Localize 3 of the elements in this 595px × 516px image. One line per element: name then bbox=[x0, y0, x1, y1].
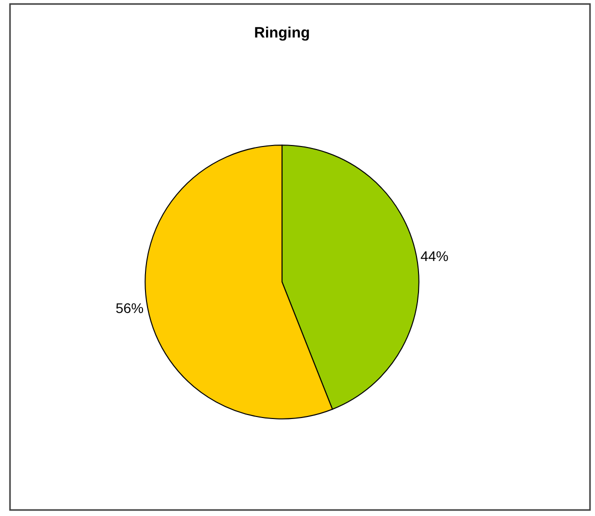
chart-title: Ringing bbox=[254, 24, 310, 42]
data-label: 56% bbox=[116, 300, 144, 316]
data-label: 44% bbox=[420, 248, 448, 264]
